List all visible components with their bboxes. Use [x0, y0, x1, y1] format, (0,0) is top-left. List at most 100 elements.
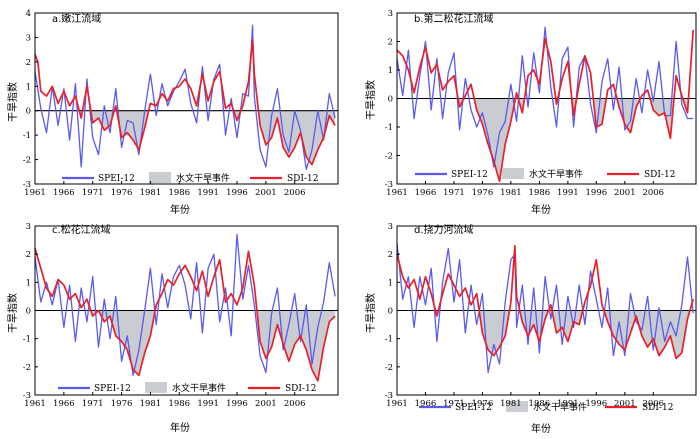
panel-b-ylabel: 干旱指数: [364, 80, 377, 120]
x-tick-label: 1961: [24, 399, 46, 409]
x-tick-label: 1991: [197, 399, 219, 409]
legend-drought-swatch: [502, 168, 524, 179]
x-tick-label: 2006: [642, 399, 664, 409]
panel-c-xlabel: 年份: [170, 421, 190, 434]
legend-drought-label: 水文干旱事件: [533, 401, 587, 413]
y-tick-label: 1: [388, 66, 393, 76]
y-tick-label: 0: [26, 307, 31, 317]
x-tick-label: 1981: [500, 188, 522, 198]
x-tick-label: 1961: [24, 188, 46, 198]
panel-b-legend: SPEI-12 水文干旱事件 SDI-12: [415, 168, 675, 180]
y-tick-label: 1: [26, 82, 31, 92]
x-tick-label: 1991: [197, 188, 219, 198]
y-tick-label: 1: [388, 278, 393, 288]
x-tick-label: 1976: [111, 399, 133, 409]
x-tick-label: 1981: [140, 188, 162, 198]
panel-b-xlabel: 年份: [531, 203, 551, 216]
y-tick-label: -3: [23, 180, 31, 190]
y-tick-label: 3: [26, 222, 31, 232]
x-tick-label: 1976: [472, 399, 494, 409]
drought-event-area: [650, 98, 674, 139]
y-tick-label: -3: [385, 180, 393, 190]
panel-a-sdi-line: [34, 39, 336, 166]
x-tick-label: 1966: [53, 399, 75, 409]
panel-a-spei-line: [34, 24, 336, 170]
y-tick-label: 2: [26, 58, 31, 68]
x-tick-label: 1996: [226, 399, 248, 409]
panel-a-plot-frame: [34, 12, 339, 185]
legend-drought-swatch: [145, 382, 167, 393]
x-tick-label: 2006: [642, 188, 664, 198]
legend-spei-label: SPEI-12: [455, 403, 492, 413]
panel-d-xlabel: 年份: [531, 422, 551, 435]
panel-c-legend: SPEI-12 水文干旱事件 SDI-12: [58, 382, 316, 394]
x-tick-label: 1986: [529, 188, 551, 198]
panel-b-sdi-line: [396, 30, 695, 183]
panel-d-title: d.挠力河流域: [414, 223, 474, 236]
panel-b: b.第二松花江流域 干旱指数 年份 SPEI-12 水文干旱事件 SDI-12 …: [364, 9, 697, 216]
x-tick-label: 1991: [557, 188, 579, 198]
y-tick-label: -1: [23, 131, 31, 141]
panel-d-legend: SPEI-12 水文干旱事件 SDI-12: [419, 401, 673, 413]
x-tick-label: 1966: [415, 399, 437, 409]
panel-a: a.嫩江流域 干旱指数 年份 SPEI-12 水文干旱事件 SDI-12 -3 -…: [6, 9, 339, 216]
x-tick-label: 1996: [226, 188, 248, 198]
x-tick-label: 2001: [255, 188, 277, 198]
y-tick-label: 0: [388, 95, 393, 105]
x-tick-label: 1996: [586, 188, 608, 198]
panel-d-sdi-line: [396, 244, 695, 360]
x-tick-label: 2006: [284, 188, 306, 198]
y-tick-label: 3: [388, 9, 393, 19]
panel-a-title: a.嫩江流域: [52, 12, 101, 25]
x-tick-label: 1986: [529, 399, 551, 409]
x-tick-label: 1976: [111, 188, 133, 198]
drought-event-area: [98, 310, 156, 376]
y-tick-label: -2: [385, 152, 393, 162]
panel-c-spei-line: [34, 233, 336, 376]
x-tick-label: 1961: [386, 188, 408, 198]
legend-drought-swatch: [506, 401, 528, 412]
y-tick-label: 2: [388, 250, 393, 260]
x-tick-label: 1981: [500, 399, 522, 409]
y-tick-label: 3: [388, 222, 393, 232]
y-tick-label: -2: [23, 363, 31, 373]
legend-drought-label: 水文干旱事件: [176, 172, 230, 184]
legend-drought-label: 水文干旱事件: [529, 168, 583, 180]
legend-sdi-label: SDI-12: [285, 384, 316, 394]
y-tick-label: 3: [26, 33, 31, 43]
x-tick-label: 1971: [443, 399, 465, 409]
x-tick-label: 2001: [614, 399, 636, 409]
panel-c: c.松花江流域 干旱指数 年份 SPEI-12 水文干旱事件 SDI-12 -3…: [6, 222, 339, 434]
y-tick-label: 0: [26, 107, 31, 117]
legend-drought-swatch: [149, 172, 171, 183]
panel-c-sdi-line: [34, 248, 336, 382]
y-tick-label: -3: [23, 391, 31, 401]
x-tick-label: 1966: [53, 188, 75, 198]
drought-event-area: [551, 310, 583, 342]
x-tick-label: 2001: [614, 188, 636, 198]
y-tick-label: -2: [385, 363, 393, 373]
x-tick-label: 1981: [140, 399, 162, 409]
panel-b-title: b.第二松花江流域: [414, 12, 494, 25]
y-tick-label: -3: [385, 391, 393, 401]
x-tick-label: 1971: [443, 188, 465, 198]
x-tick-label: 1986: [168, 188, 190, 198]
panel-c-ylabel: 干旱指数: [6, 293, 19, 333]
legend-spei-label: SPEI-12: [94, 384, 131, 394]
panel-d-ylabel: 干旱指数: [364, 293, 377, 333]
legend-spei-label: SPEI-12: [451, 170, 488, 180]
x-tick-label: 1971: [82, 399, 104, 409]
y-tick-label: -2: [23, 156, 31, 166]
panel-a-legend: SPEI-12 水文干旱事件 SDI-12: [62, 172, 318, 184]
y-tick-label: 2: [26, 250, 31, 260]
y-tick-label: 4: [26, 9, 31, 19]
x-tick-label: 1971: [82, 188, 104, 198]
panel-c-title: c.松花江流域: [52, 223, 111, 236]
panel-b-spei-line: [396, 26, 694, 168]
x-tick-label: 1996: [586, 399, 608, 409]
y-tick-label: -1: [385, 123, 393, 133]
panel-d-spei-line: [396, 242, 694, 374]
x-tick-label: 1991: [557, 399, 579, 409]
legend-sdi-label: SDI-12: [642, 403, 673, 413]
